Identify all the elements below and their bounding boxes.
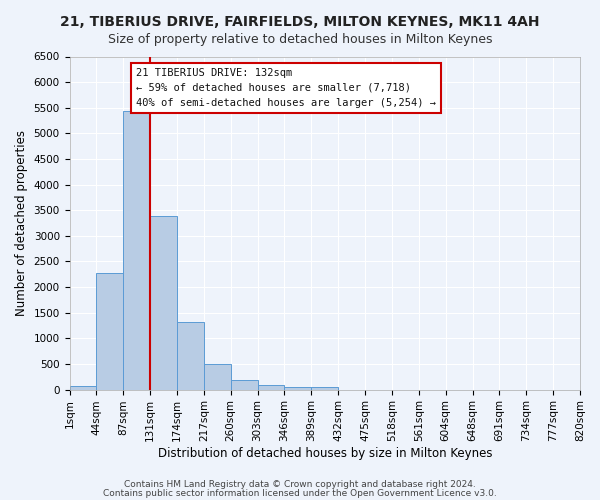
Bar <box>231 380 257 390</box>
Bar <box>284 387 311 390</box>
Text: 21, TIBERIUS DRIVE, FAIRFIELDS, MILTON KEYNES, MK11 4AH: 21, TIBERIUS DRIVE, FAIRFIELDS, MILTON K… <box>60 15 540 29</box>
Bar <box>150 216 177 390</box>
Bar <box>97 274 123 390</box>
Bar <box>70 386 97 390</box>
Bar <box>257 384 284 390</box>
Text: Contains HM Land Registry data © Crown copyright and database right 2024.: Contains HM Land Registry data © Crown c… <box>124 480 476 489</box>
X-axis label: Distribution of detached houses by size in Milton Keynes: Distribution of detached houses by size … <box>158 447 492 460</box>
Text: 21 TIBERIUS DRIVE: 132sqm
← 59% of detached houses are smaller (7,718)
40% of se: 21 TIBERIUS DRIVE: 132sqm ← 59% of detac… <box>136 68 436 108</box>
Y-axis label: Number of detached properties: Number of detached properties <box>15 130 28 316</box>
Text: Contains public sector information licensed under the Open Government Licence v3: Contains public sector information licen… <box>103 488 497 498</box>
Bar <box>123 111 150 390</box>
Bar <box>311 387 338 390</box>
Bar <box>204 364 231 390</box>
Text: Size of property relative to detached houses in Milton Keynes: Size of property relative to detached ho… <box>108 32 492 46</box>
Bar <box>177 322 204 390</box>
